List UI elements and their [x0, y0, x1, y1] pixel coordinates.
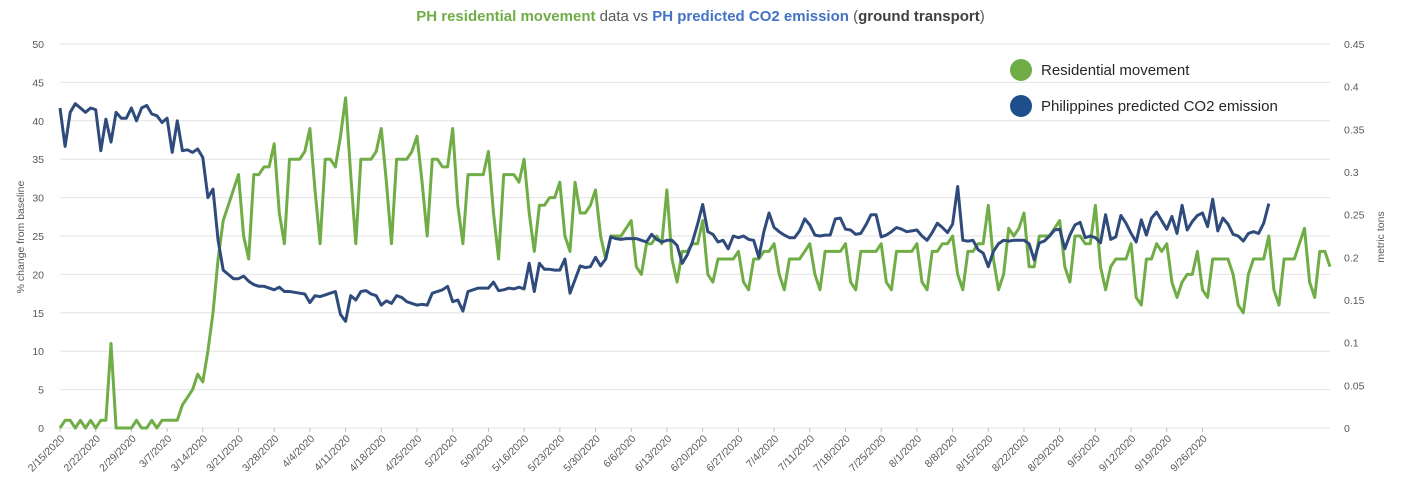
title-connector: data vs: [595, 8, 653, 25]
y-tick-label: 45: [32, 77, 44, 89]
x-tick-label: 7/11/2020: [776, 433, 817, 474]
y2-tick-label: 0.25: [1344, 210, 1365, 222]
x-tick-label: 5/16/2020: [490, 433, 532, 475]
x-tick-label: 8/29/2020: [1025, 433, 1067, 475]
y2-tick-label: 0.3: [1344, 167, 1359, 179]
x-tick-label: 7/25/2020: [847, 433, 889, 475]
x-tick-label: 6/13/2020: [633, 433, 675, 475]
y-tick-label: 50: [32, 39, 44, 51]
y-tick-label: 5: [38, 385, 44, 397]
x-tick-label: 8/22/2020: [990, 433, 1032, 475]
legend-item-residential: Residential movement: [1010, 52, 1278, 88]
series-lines: [58, 96, 1332, 430]
y-tick-label: 0: [38, 423, 44, 435]
y2-tick-label: 0.1: [1344, 338, 1359, 350]
y2-tick-label: 0.35: [1344, 124, 1365, 136]
y-axis-left-label: % change from baseline: [15, 181, 27, 294]
x-tick-label: 9/26/2020: [1168, 433, 1210, 475]
x-tick-label: 7/18/2020: [811, 433, 853, 475]
y2-tick-label: 0.05: [1344, 380, 1365, 392]
x-tick-label: 5/23/2020: [526, 433, 568, 475]
y-axis-right-label: metric tons: [1375, 211, 1387, 262]
x-tick-label: 6/20/2020: [668, 433, 710, 475]
legend-swatch-residential: [1010, 59, 1032, 81]
y-tick-label: 35: [32, 154, 44, 166]
x-tick-label: 2/15/2020: [26, 433, 68, 475]
x-tick-label: 3/14/2020: [169, 433, 211, 475]
co2-emission-line: [58, 102, 1271, 323]
y2-tick-label: 0.45: [1344, 39, 1365, 51]
title-residential: PH residential movement: [416, 8, 596, 25]
title-ground-transport: ground transport: [858, 8, 980, 25]
x-tick-label: 6/27/2020: [704, 433, 746, 475]
y-tick-label: 15: [32, 308, 44, 320]
x-tick-label: 2/29/2020: [97, 433, 139, 475]
y-axis-left-ticks: 0 5 10 15 20 25 30 35 40 45 50: [32, 39, 44, 435]
x-tick-label: 9/12/2020: [1097, 433, 1139, 475]
y-tick-label: 30: [32, 193, 44, 205]
legend-item-co2: Philippines predicted CO2 emission: [1010, 88, 1278, 124]
x-axis-ticks: 2/15/20202/22/20202/29/20203/7/20203/14/…: [26, 433, 1210, 475]
x-tick-label: 3/21/2020: [204, 433, 246, 475]
x-tick-label: 2/22/2020: [62, 433, 104, 475]
y-tick-label: 25: [32, 231, 44, 243]
x-tick-label: 8/15/2020: [954, 433, 996, 475]
y-tick-label: 40: [32, 116, 44, 128]
legend: Residential movement Philippines predict…: [1010, 52, 1278, 124]
x-tick-label: 4/18/2020: [347, 433, 389, 475]
y2-tick-label: 0.4: [1344, 82, 1359, 94]
y2-tick-label: 0.15: [1344, 295, 1365, 307]
y2-tick-label: 0: [1344, 423, 1350, 435]
title-paren-open: (: [848, 8, 859, 25]
x-tick-label: 9/19/2020: [1133, 433, 1175, 475]
y-tick-label: 20: [32, 269, 44, 281]
y-axis-right-ticks: 0 0.05 0.1 0.15 0.2 0.25 0.3 0.35 0.4 0.45: [1344, 39, 1365, 435]
x-tick-label: 8/1/2020: [887, 433, 924, 470]
residential-movement-line: [58, 96, 1332, 430]
legend-label-residential: Residential movement: [1041, 61, 1190, 79]
x-tick-label: 5/2/2020: [423, 433, 460, 470]
title-co2: PH predicted CO2 emission: [652, 8, 849, 25]
chart-title: PH residential movement data vs PH predi…: [0, 8, 1401, 25]
x-tick-label: 5/30/2020: [561, 433, 603, 475]
legend-swatch-co2: [1010, 95, 1032, 117]
y2-tick-label: 0.2: [1344, 252, 1359, 264]
legend-label-co2: Philippines predicted CO2 emission: [1041, 97, 1278, 115]
y-tick-label: 10: [32, 346, 44, 358]
x-tick-label: 4/25/2020: [383, 433, 425, 475]
x-tick-label: 4/11/2020: [312, 433, 353, 474]
title-paren-close: ): [979, 8, 985, 25]
x-tick-label: 3/28/2020: [240, 433, 282, 475]
